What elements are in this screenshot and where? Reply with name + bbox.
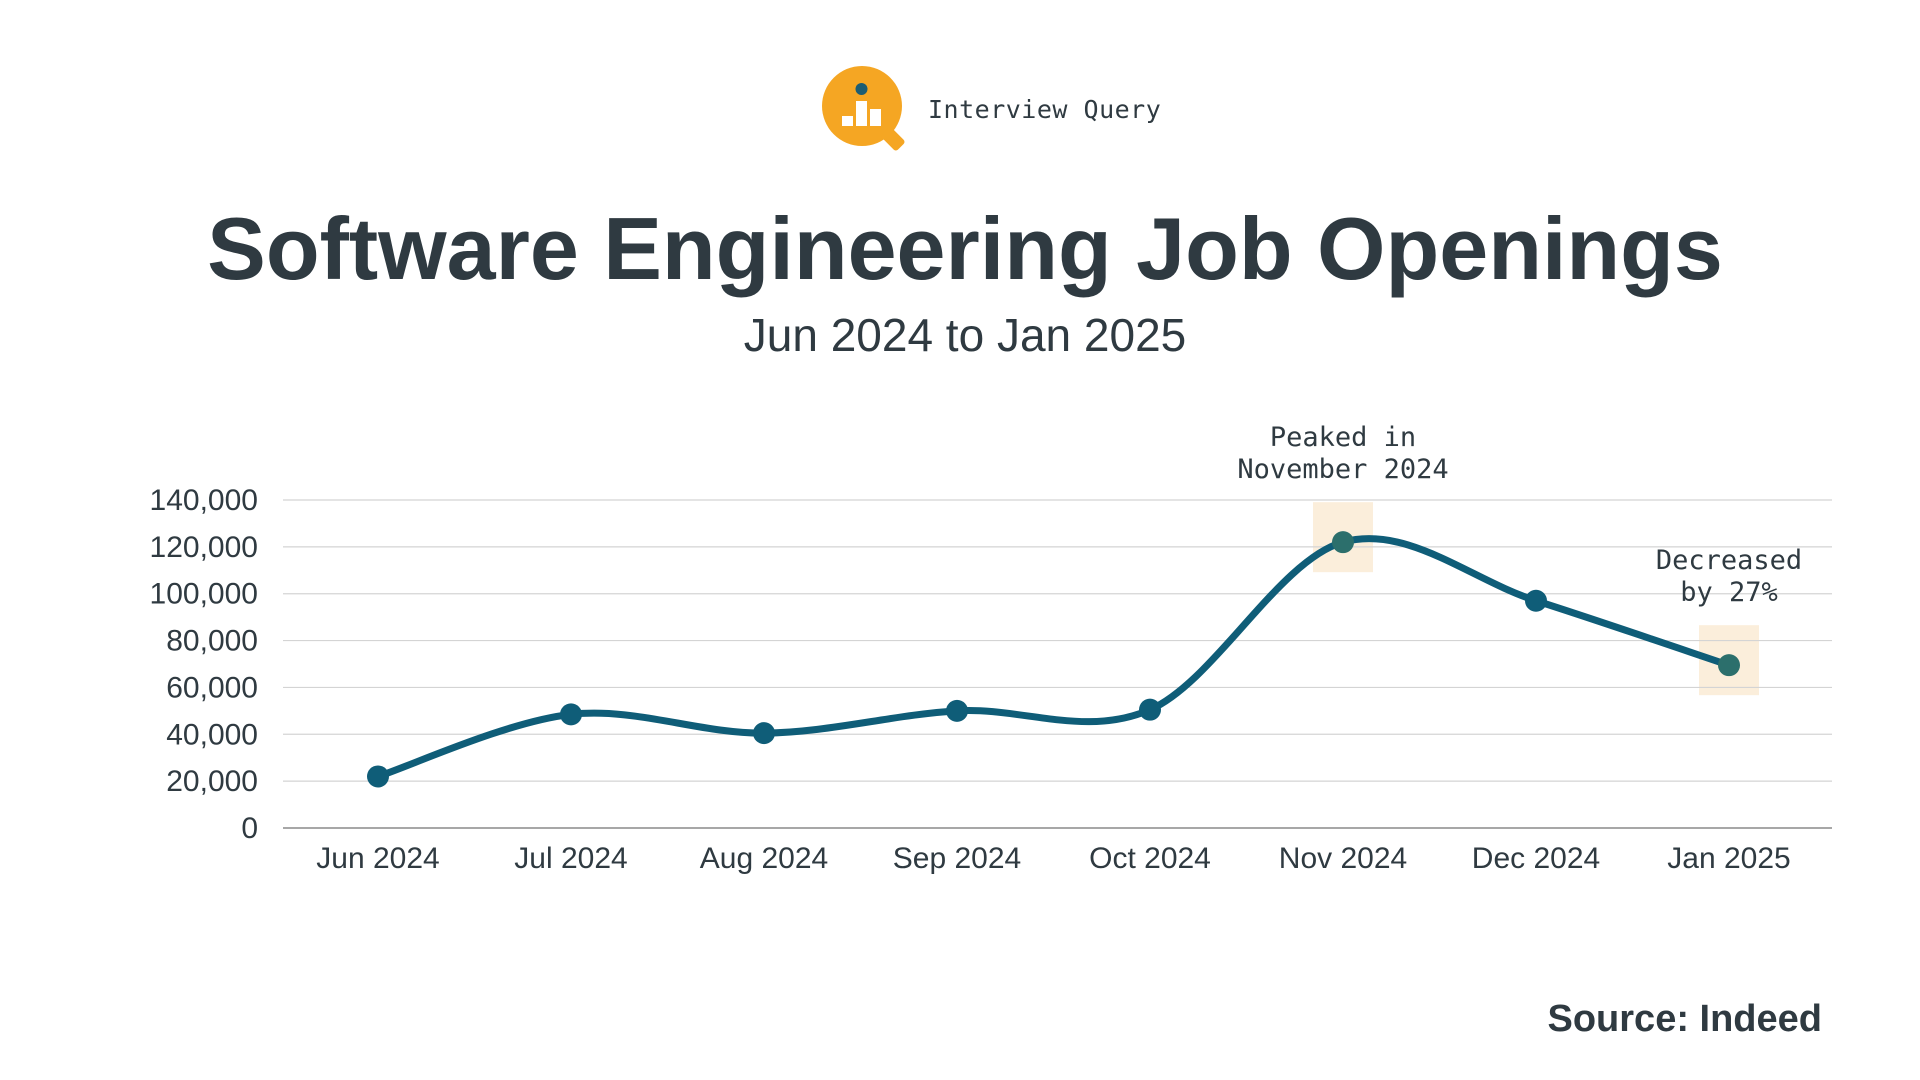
- label-layer: 0 20,000 40,000 60,000 80,000 100,000 120,000 1…: [150, 484, 1791, 875]
- brand-name: Interview Query: [928, 94, 1162, 124]
- series-line: [374, 535, 1733, 780]
- chart-title: Software Engineering Job Openings: [207, 199, 1723, 298]
- y-tick-label: 80,000: [166, 625, 258, 658]
- data-point: [1139, 698, 1161, 721]
- x-tick-label: Aug 2024: [700, 842, 828, 875]
- y-tick-label: 60,000: [166, 671, 258, 704]
- data-point: [367, 765, 389, 788]
- x-tick-label: Nov 2024: [1279, 842, 1407, 875]
- x-tick-label: Jul 2024: [514, 842, 627, 875]
- grid-layer: [283, 499, 1832, 829]
- annotation-text: November 2024: [1237, 454, 1448, 485]
- x-tick-label: Jan 2025: [1667, 842, 1790, 875]
- x-tick-label: Oct 2024: [1089, 842, 1211, 875]
- data-point: [946, 699, 968, 722]
- x-tick-label: Jun 2024: [316, 842, 439, 875]
- annotation-text: Peaked in: [1270, 422, 1416, 453]
- data-point: [1332, 531, 1354, 554]
- y-tick-label: 20,000: [166, 765, 258, 798]
- annotation-text: Decreased: [1656, 545, 1802, 576]
- y-tick-label: 120,000: [150, 531, 258, 564]
- y-tick-label: 100,000: [150, 578, 258, 611]
- data-point: [1525, 589, 1547, 612]
- data-point: [753, 722, 775, 745]
- annotation-text: by 27%: [1680, 577, 1778, 608]
- data-point: [1718, 654, 1740, 677]
- line-layer: [374, 535, 1733, 780]
- magnifier-bar-chart-icon: [822, 66, 905, 151]
- y-tick-label: 40,000: [166, 718, 258, 751]
- data-point: [560, 703, 582, 726]
- source-note: Source: Indeed: [1547, 998, 1823, 1040]
- y-tick-label: 0: [241, 812, 258, 845]
- x-tick-label: Dec 2024: [1472, 842, 1600, 875]
- brand: Interview Query: [820, 64, 1161, 154]
- point-layer: [367, 531, 1740, 788]
- y-tick-label: 140,000: [150, 484, 258, 517]
- x-tick-label: Sep 2024: [893, 842, 1021, 875]
- chart-subtitle: Jun 2024 to Jan 2025: [743, 309, 1187, 361]
